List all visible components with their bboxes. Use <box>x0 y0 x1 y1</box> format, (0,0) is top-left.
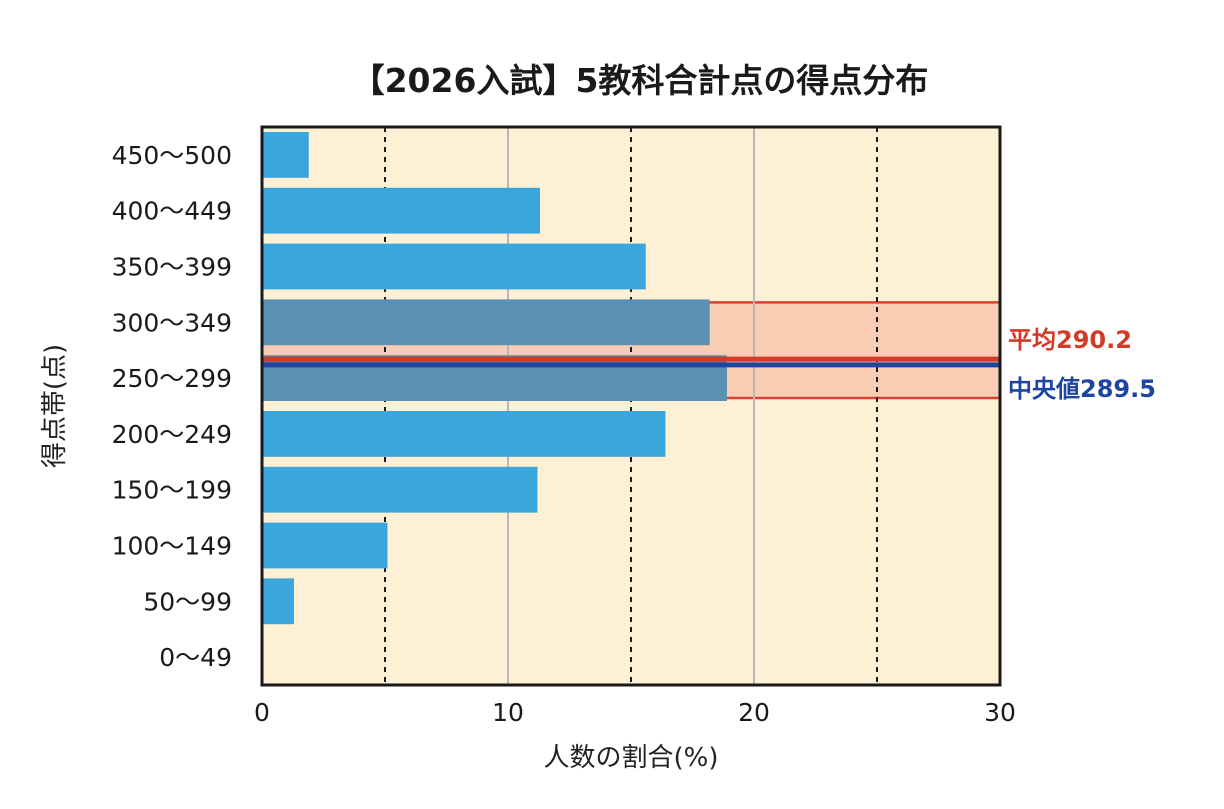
y-axis-label: 得点帯(点) <box>40 344 70 468</box>
chart-title: 【2026入試】5教科合計点の得点分布 <box>352 61 929 100</box>
y-tick-label: 150〜199 <box>112 476 232 505</box>
y-tick-label: 400〜449 <box>112 197 232 226</box>
y-tick-label: 450〜500 <box>112 141 232 170</box>
y-tick-label: 100〜149 <box>112 532 232 561</box>
y-tick-label: 0〜49 <box>159 643 232 672</box>
bar-5 <box>262 411 666 457</box>
y-tick-label: 350〜399 <box>112 253 232 282</box>
x-tick-label: 30 <box>984 698 1016 727</box>
bar-2 <box>262 243 646 290</box>
y-tick-label: 250〜299 <box>112 364 232 393</box>
plot-area-frame <box>260 125 1002 687</box>
bar-1 <box>262 187 540 234</box>
x-tick-label: 10 <box>492 698 524 727</box>
x-tick-label: 20 <box>738 698 770 727</box>
mean-annotation: 平均290.2 <box>1008 326 1132 354</box>
bar-4 <box>262 355 727 401</box>
x-tick-label: 0 <box>254 698 270 727</box>
median-annotation: 中央値289.5 <box>1008 375 1156 403</box>
bar-0 <box>262 132 309 178</box>
y-tick-label: 50〜99 <box>143 587 232 616</box>
x-axis-label: 人数の割合(%) <box>544 743 719 773</box>
bar-8 <box>262 578 294 625</box>
bar-7 <box>262 522 388 569</box>
y-tick-label: 300〜349 <box>112 308 232 337</box>
bar-6 <box>262 466 538 513</box>
bar-3 <box>262 299 710 346</box>
y-tick-label: 200〜249 <box>112 420 232 449</box>
